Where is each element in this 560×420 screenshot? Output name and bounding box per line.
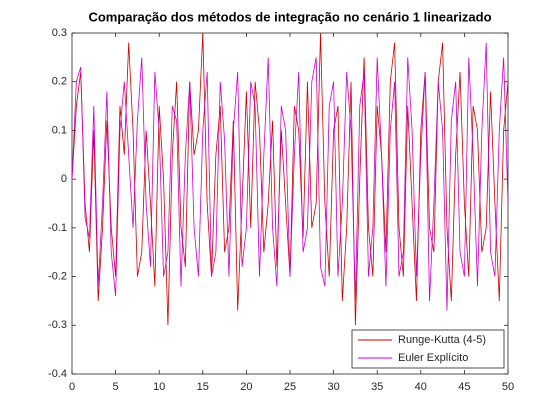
y-tick-label: 0 (61, 173, 67, 185)
x-tick-label: 25 (284, 381, 296, 393)
legend-label: Euler Explícito (398, 352, 468, 364)
x-tick-label: 5 (113, 381, 119, 393)
y-tick-label: -0.2 (48, 270, 67, 282)
x-tick-label: 15 (197, 381, 209, 393)
series-line (71, 42, 509, 311)
y-tick-label: -0.1 (48, 222, 67, 234)
y-tick-label: 0.1 (52, 124, 67, 136)
x-tick-label: 40 (415, 381, 427, 393)
legend-box (351, 329, 505, 369)
axes-box (71, 32, 509, 375)
chart-title: Comparação dos métodos de integração no … (88, 9, 491, 24)
y-tick-label: -0.3 (48, 319, 67, 331)
x-tick-label: 10 (153, 381, 165, 393)
x-tick-label: 30 (327, 381, 339, 393)
x-tick-label: 20 (240, 381, 252, 393)
y-tick-label: -0.4 (48, 368, 67, 380)
x-tick-label: 45 (458, 381, 470, 393)
y-tick-label: 0.2 (52, 76, 67, 88)
x-tick-label: 0 (69, 381, 75, 393)
x-tick-label: 50 (502, 381, 514, 393)
y-tick-label: 0.3 (52, 27, 67, 39)
x-tick-label: 35 (371, 381, 383, 393)
legend-label: Runge-Kutta (4-5) (398, 334, 486, 346)
